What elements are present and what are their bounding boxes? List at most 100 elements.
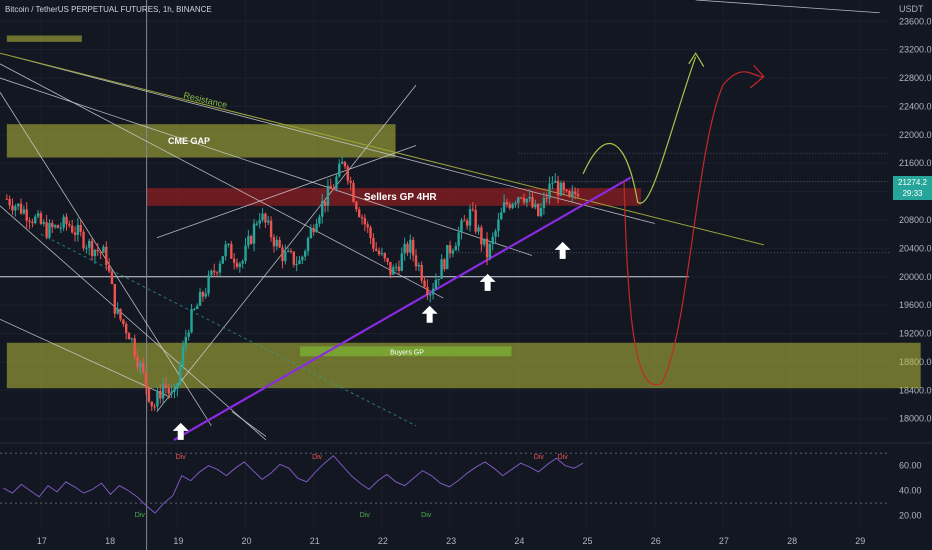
- dashed-trend-line: [40, 233, 417, 427]
- trend-line: [231, 411, 267, 437]
- candle-body: [417, 264, 421, 267]
- candle-body: [525, 198, 529, 203]
- candle-body: [31, 221, 34, 224]
- candle-body: [406, 243, 409, 253]
- candle-body: [573, 191, 577, 194]
- candle-body: [323, 201, 327, 206]
- candle-body: [215, 272, 219, 274]
- candle-body: [292, 251, 296, 265]
- trend-line: [0, 77, 533, 256]
- up-arrow-icon: [479, 273, 496, 291]
- candle-body: [119, 308, 122, 320]
- candle-body: [142, 362, 145, 373]
- trend-line: [156, 145, 417, 239]
- candle-body: [198, 291, 202, 306]
- candle-body: [56, 225, 60, 229]
- candle-body: [420, 264, 423, 281]
- candle-body: [284, 251, 287, 262]
- bar-countdown: 29:33: [902, 189, 923, 198]
- candle-body: [133, 338, 136, 357]
- candle-body: [454, 246, 457, 251]
- candle-body: [150, 401, 153, 407]
- up-arrow-icon: [172, 422, 189, 440]
- divergence-label: Div: [534, 454, 545, 461]
- candle-body: [389, 261, 392, 275]
- divergence-label: Div: [312, 454, 323, 461]
- candle-body: [258, 220, 261, 224]
- candle-body: [565, 189, 568, 191]
- candle-body: [446, 245, 449, 270]
- candle-body: [167, 387, 170, 394]
- candle-body: [190, 309, 193, 333]
- candle-body: [429, 294, 432, 296]
- candle-body: [127, 333, 131, 340]
- date-tick-label: 24: [514, 536, 524, 546]
- candle-body: [93, 249, 97, 257]
- candle-body: [463, 220, 466, 222]
- candle-body: [380, 253, 384, 255]
- divergence-label: Div: [421, 512, 432, 519]
- candle-body: [485, 238, 489, 258]
- supply-demand-zone: [6, 342, 921, 389]
- price-axis-unit: USDT: [899, 4, 924, 14]
- symbol-title: Bitcoin / TetherUS PERPETUAL FUTURES, 1h…: [5, 5, 212, 14]
- date-tick-label: 25: [583, 536, 593, 546]
- candle-body: [122, 319, 125, 325]
- up-arrow-icon: [421, 305, 438, 323]
- candle-body: [471, 209, 475, 211]
- candle-body: [102, 246, 105, 253]
- divergence-label: Div: [360, 512, 371, 519]
- candle-body: [568, 190, 571, 197]
- candle-body: [480, 227, 483, 245]
- bullish-projection-path: [582, 56, 697, 204]
- candle-body: [170, 391, 173, 394]
- candle-body: [187, 332, 190, 337]
- candle-body: [343, 161, 347, 167]
- bullish-arrowhead: [688, 52, 705, 68]
- rising-trendline: [173, 176, 632, 441]
- candle-body: [116, 308, 119, 314]
- candle-body: [8, 198, 11, 206]
- candle-body: [48, 222, 51, 238]
- candle-body: [161, 384, 165, 399]
- candle-body: [562, 182, 565, 190]
- candle-body: [357, 209, 361, 217]
- candle-body: [312, 228, 315, 233]
- price-tick-label: 20400.0: [899, 243, 932, 253]
- candle-body: [105, 246, 108, 266]
- candle-body: [230, 243, 233, 259]
- candle-body: [554, 180, 557, 183]
- cme-gap-label: CME GAP: [168, 136, 210, 146]
- candle-body: [275, 239, 278, 247]
- rsi-tick-label: 20.00: [899, 511, 922, 521]
- candle-body: [332, 188, 335, 190]
- candle-body: [559, 182, 563, 196]
- candle-body: [303, 251, 307, 257]
- candle-body: [14, 206, 17, 211]
- candle-body: [210, 270, 213, 276]
- trend-line: [156, 84, 417, 412]
- candle-body: [335, 176, 338, 189]
- candle-body: [238, 263, 242, 268]
- candle-body: [113, 284, 117, 314]
- candle-body: [62, 216, 65, 228]
- candle-body: [16, 203, 20, 207]
- candle-body: [267, 220, 270, 223]
- price-tick-label: 20800.0: [899, 215, 932, 225]
- candle-body: [272, 237, 276, 247]
- candle-body: [497, 219, 500, 232]
- candle-body: [443, 259, 446, 270]
- candle-body: [289, 250, 293, 252]
- candle-body: [28, 220, 31, 222]
- candle-body: [360, 216, 364, 219]
- candle-body: [491, 236, 494, 245]
- candle-body: [19, 203, 23, 214]
- candle-body: [22, 209, 26, 214]
- candle-body: [511, 203, 514, 209]
- buyers-zone-label: Buyers GP: [390, 349, 424, 356]
- candle-body: [99, 251, 102, 253]
- candle-body: [500, 212, 503, 220]
- candle-body: [494, 231, 497, 237]
